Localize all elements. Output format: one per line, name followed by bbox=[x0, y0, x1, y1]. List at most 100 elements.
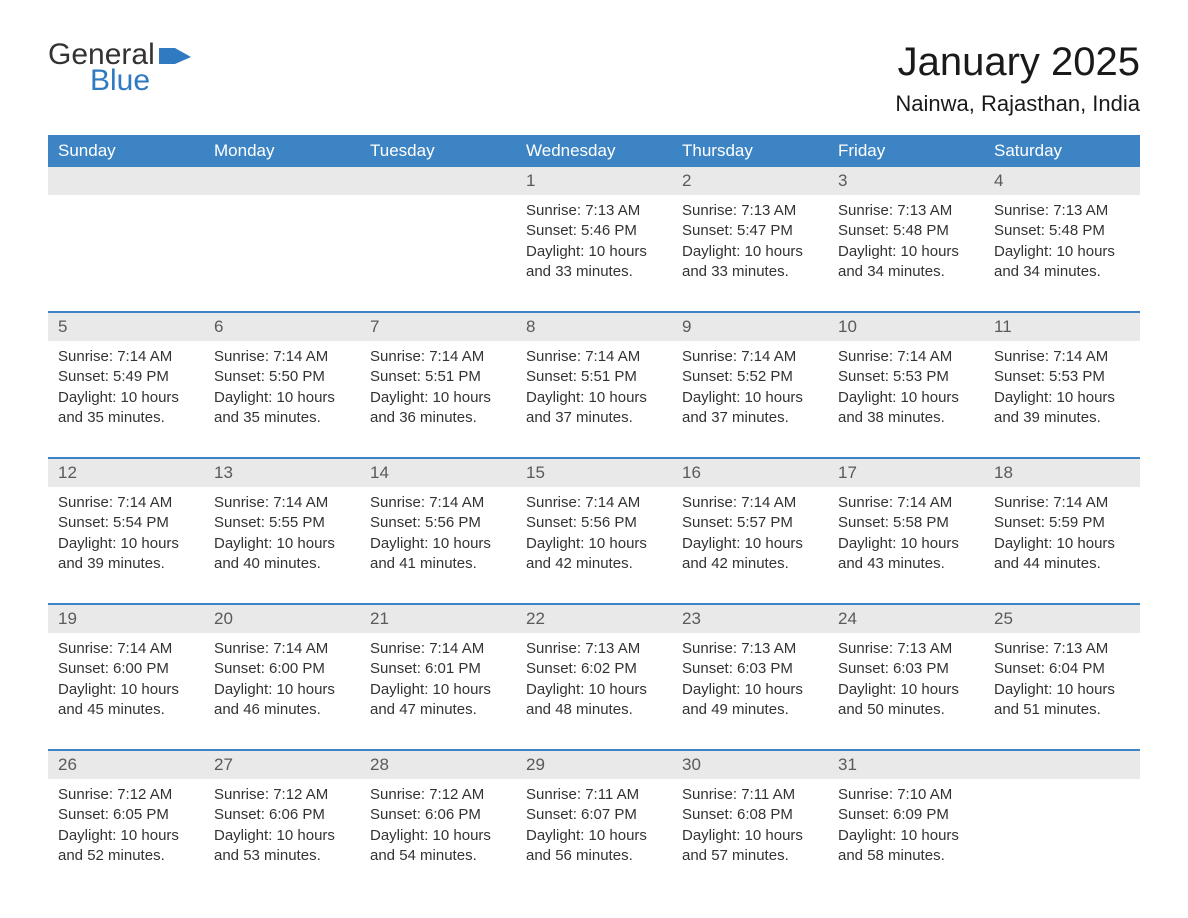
day-number-bar: 4 bbox=[984, 167, 1140, 195]
sunrise-line: Sunrise: 7:13 AM bbox=[994, 201, 1130, 221]
day-body: Sunrise: 7:14 AMSunset: 5:54 PMDaylight:… bbox=[48, 487, 204, 585]
day-number-bar: 6 bbox=[204, 313, 360, 341]
day-cell: 11Sunrise: 7:14 AMSunset: 5:53 PMDayligh… bbox=[984, 313, 1140, 439]
day-cell: 12Sunrise: 7:14 AMSunset: 5:54 PMDayligh… bbox=[48, 459, 204, 585]
day-cell: 25Sunrise: 7:13 AMSunset: 6:04 PMDayligh… bbox=[984, 605, 1140, 731]
day-number-bar: 2 bbox=[672, 167, 828, 195]
sunrise-line: Sunrise: 7:14 AM bbox=[58, 493, 194, 513]
week-row: 1Sunrise: 7:13 AMSunset: 5:46 PMDaylight… bbox=[48, 167, 1140, 293]
sunrise-line: Sunrise: 7:13 AM bbox=[838, 201, 974, 221]
logo: General Blue bbox=[48, 40, 191, 96]
sunset-line: Sunset: 5:46 PM bbox=[526, 221, 662, 241]
daylight-line: Daylight: 10 hours and 44 minutes. bbox=[994, 534, 1130, 575]
day-number-bar: 25 bbox=[984, 605, 1140, 633]
day-body: Sunrise: 7:13 AMSunset: 5:48 PMDaylight:… bbox=[984, 195, 1140, 293]
dow-header-wednesday: Wednesday bbox=[516, 135, 672, 167]
daylight-line: Daylight: 10 hours and 40 minutes. bbox=[214, 534, 350, 575]
day-body: Sunrise: 7:13 AMSunset: 5:46 PMDaylight:… bbox=[516, 195, 672, 293]
daylight-line: Daylight: 10 hours and 35 minutes. bbox=[214, 388, 350, 429]
day-cell: 29Sunrise: 7:11 AMSunset: 6:07 PMDayligh… bbox=[516, 751, 672, 877]
sunset-line: Sunset: 5:56 PM bbox=[526, 513, 662, 533]
sunset-line: Sunset: 6:08 PM bbox=[682, 805, 818, 825]
dow-header-tuesday: Tuesday bbox=[360, 135, 516, 167]
daylight-line: Daylight: 10 hours and 34 minutes. bbox=[838, 242, 974, 283]
sunrise-line: Sunrise: 7:14 AM bbox=[994, 493, 1130, 513]
day-cell bbox=[48, 167, 204, 293]
day-cell: 27Sunrise: 7:12 AMSunset: 6:06 PMDayligh… bbox=[204, 751, 360, 877]
sunrise-line: Sunrise: 7:14 AM bbox=[526, 347, 662, 367]
day-number-bar bbox=[204, 167, 360, 195]
daylight-line: Daylight: 10 hours and 42 minutes. bbox=[526, 534, 662, 575]
day-number-bar: 3 bbox=[828, 167, 984, 195]
day-body: Sunrise: 7:11 AMSunset: 6:07 PMDaylight:… bbox=[516, 779, 672, 877]
sunrise-line: Sunrise: 7:14 AM bbox=[58, 347, 194, 367]
daylight-line: Daylight: 10 hours and 48 minutes. bbox=[526, 680, 662, 721]
day-cell: 4Sunrise: 7:13 AMSunset: 5:48 PMDaylight… bbox=[984, 167, 1140, 293]
week-row: 5Sunrise: 7:14 AMSunset: 5:49 PMDaylight… bbox=[48, 311, 1140, 439]
sunset-line: Sunset: 5:58 PM bbox=[838, 513, 974, 533]
dow-header-thursday: Thursday bbox=[672, 135, 828, 167]
day-cell: 20Sunrise: 7:14 AMSunset: 6:00 PMDayligh… bbox=[204, 605, 360, 731]
sunset-line: Sunset: 5:50 PM bbox=[214, 367, 350, 387]
dow-header-saturday: Saturday bbox=[984, 135, 1140, 167]
daylight-line: Daylight: 10 hours and 47 minutes. bbox=[370, 680, 506, 721]
day-cell: 24Sunrise: 7:13 AMSunset: 6:03 PMDayligh… bbox=[828, 605, 984, 731]
sunset-line: Sunset: 5:51 PM bbox=[526, 367, 662, 387]
sunset-line: Sunset: 6:03 PM bbox=[838, 659, 974, 679]
day-number-bar: 14 bbox=[360, 459, 516, 487]
daylight-line: Daylight: 10 hours and 56 minutes. bbox=[526, 826, 662, 867]
day-number-bar: 22 bbox=[516, 605, 672, 633]
day-body: Sunrise: 7:13 AMSunset: 6:04 PMDaylight:… bbox=[984, 633, 1140, 731]
sunrise-line: Sunrise: 7:14 AM bbox=[682, 493, 818, 513]
day-body: Sunrise: 7:14 AMSunset: 6:01 PMDaylight:… bbox=[360, 633, 516, 731]
day-number-bar: 13 bbox=[204, 459, 360, 487]
day-cell: 19Sunrise: 7:14 AMSunset: 6:00 PMDayligh… bbox=[48, 605, 204, 731]
daylight-line: Daylight: 10 hours and 58 minutes. bbox=[838, 826, 974, 867]
day-body: Sunrise: 7:13 AMSunset: 6:03 PMDaylight:… bbox=[672, 633, 828, 731]
sunrise-line: Sunrise: 7:14 AM bbox=[526, 493, 662, 513]
day-cell: 8Sunrise: 7:14 AMSunset: 5:51 PMDaylight… bbox=[516, 313, 672, 439]
sunset-line: Sunset: 6:00 PM bbox=[58, 659, 194, 679]
daylight-line: Daylight: 10 hours and 35 minutes. bbox=[58, 388, 194, 429]
day-number-bar: 29 bbox=[516, 751, 672, 779]
day-body bbox=[360, 195, 516, 293]
day-number-bar bbox=[984, 751, 1140, 779]
day-cell bbox=[204, 167, 360, 293]
day-cell: 22Sunrise: 7:13 AMSunset: 6:02 PMDayligh… bbox=[516, 605, 672, 731]
day-cell: 7Sunrise: 7:14 AMSunset: 5:51 PMDaylight… bbox=[360, 313, 516, 439]
day-cell bbox=[984, 751, 1140, 877]
daylight-line: Daylight: 10 hours and 49 minutes. bbox=[682, 680, 818, 721]
day-body: Sunrise: 7:14 AMSunset: 5:51 PMDaylight:… bbox=[516, 341, 672, 439]
day-cell: 26Sunrise: 7:12 AMSunset: 6:05 PMDayligh… bbox=[48, 751, 204, 877]
day-body: Sunrise: 7:14 AMSunset: 6:00 PMDaylight:… bbox=[204, 633, 360, 731]
day-cell: 2Sunrise: 7:13 AMSunset: 5:47 PMDaylight… bbox=[672, 167, 828, 293]
day-body: Sunrise: 7:12 AMSunset: 6:05 PMDaylight:… bbox=[48, 779, 204, 877]
day-cell: 14Sunrise: 7:14 AMSunset: 5:56 PMDayligh… bbox=[360, 459, 516, 585]
day-body: Sunrise: 7:14 AMSunset: 5:52 PMDaylight:… bbox=[672, 341, 828, 439]
day-body: Sunrise: 7:14 AMSunset: 5:56 PMDaylight:… bbox=[516, 487, 672, 585]
sunrise-line: Sunrise: 7:12 AM bbox=[370, 785, 506, 805]
day-number-bar: 12 bbox=[48, 459, 204, 487]
sunrise-line: Sunrise: 7:14 AM bbox=[994, 347, 1130, 367]
daylight-line: Daylight: 10 hours and 52 minutes. bbox=[58, 826, 194, 867]
daylight-line: Daylight: 10 hours and 45 minutes. bbox=[58, 680, 194, 721]
daylight-line: Daylight: 10 hours and 37 minutes. bbox=[682, 388, 818, 429]
day-number-bar: 16 bbox=[672, 459, 828, 487]
sunset-line: Sunset: 6:00 PM bbox=[214, 659, 350, 679]
sunset-line: Sunset: 5:51 PM bbox=[370, 367, 506, 387]
daylight-line: Daylight: 10 hours and 46 minutes. bbox=[214, 680, 350, 721]
sunrise-line: Sunrise: 7:14 AM bbox=[214, 639, 350, 659]
day-cell: 6Sunrise: 7:14 AMSunset: 5:50 PMDaylight… bbox=[204, 313, 360, 439]
daylight-line: Daylight: 10 hours and 38 minutes. bbox=[838, 388, 974, 429]
day-number-bar: 18 bbox=[984, 459, 1140, 487]
daylight-line: Daylight: 10 hours and 57 minutes. bbox=[682, 826, 818, 867]
day-number-bar: 27 bbox=[204, 751, 360, 779]
sunrise-line: Sunrise: 7:13 AM bbox=[838, 639, 974, 659]
day-body: Sunrise: 7:11 AMSunset: 6:08 PMDaylight:… bbox=[672, 779, 828, 877]
dow-header-sunday: Sunday bbox=[48, 135, 204, 167]
day-body: Sunrise: 7:12 AMSunset: 6:06 PMDaylight:… bbox=[204, 779, 360, 877]
day-cell: 3Sunrise: 7:13 AMSunset: 5:48 PMDaylight… bbox=[828, 167, 984, 293]
week-row: 12Sunrise: 7:14 AMSunset: 5:54 PMDayligh… bbox=[48, 457, 1140, 585]
daylight-line: Daylight: 10 hours and 53 minutes. bbox=[214, 826, 350, 867]
daylight-line: Daylight: 10 hours and 43 minutes. bbox=[838, 534, 974, 575]
